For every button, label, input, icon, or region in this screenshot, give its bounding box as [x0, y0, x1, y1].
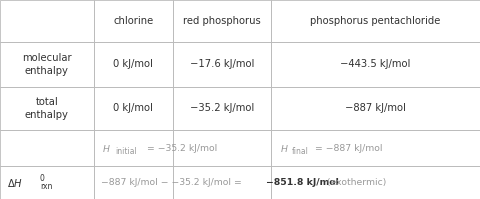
- Bar: [271, 87, 480, 130]
- Text: −887 kJ/mol − −35.2 kJ/mol =: −887 kJ/mol − −35.2 kJ/mol =: [101, 178, 244, 187]
- Text: total
enthalpy: total enthalpy: [25, 97, 69, 120]
- Text: molecular
enthalpy: molecular enthalpy: [22, 53, 72, 76]
- Bar: [271, 166, 480, 199]
- Bar: [173, 0, 271, 42]
- Text: = −887 kJ/mol: = −887 kJ/mol: [312, 144, 383, 153]
- Text: initial: initial: [116, 147, 137, 156]
- Text: 0 kJ/mol: 0 kJ/mol: [113, 59, 153, 69]
- Text: = −35.2 kJ/mol: = −35.2 kJ/mol: [144, 144, 217, 153]
- Text: phosphorus pentachloride: phosphorus pentachloride: [311, 16, 441, 26]
- Bar: [94, 87, 173, 130]
- Text: −443.5 kJ/mol: −443.5 kJ/mol: [340, 59, 411, 69]
- Text: $\mathit{H}$: $\mathit{H}$: [280, 143, 288, 154]
- Text: 0 kJ/mol: 0 kJ/mol: [113, 103, 153, 113]
- Bar: [0, 130, 94, 166]
- Bar: [271, 42, 480, 87]
- Bar: [271, 130, 480, 166]
- Text: red phosphorus: red phosphorus: [183, 16, 261, 26]
- Bar: [0, 87, 94, 130]
- Bar: [173, 87, 271, 130]
- Bar: [271, 0, 480, 42]
- Bar: [94, 166, 173, 199]
- Bar: [173, 130, 271, 166]
- Text: −17.6 kJ/mol: −17.6 kJ/mol: [190, 59, 254, 69]
- Bar: [94, 42, 173, 87]
- Text: 0: 0: [40, 174, 45, 183]
- Bar: [94, 0, 173, 42]
- Bar: [0, 42, 94, 87]
- Text: (exothermic): (exothermic): [324, 178, 386, 187]
- Text: −887 kJ/mol: −887 kJ/mol: [345, 103, 406, 113]
- Text: final: final: [292, 147, 309, 156]
- Bar: [0, 166, 94, 199]
- Text: chlorine: chlorine: [113, 16, 153, 26]
- Bar: [173, 166, 271, 199]
- Text: $\mathit{H}$: $\mathit{H}$: [102, 143, 111, 154]
- Text: −35.2 kJ/mol: −35.2 kJ/mol: [190, 103, 254, 113]
- Text: −851.8 kJ/mol: −851.8 kJ/mol: [266, 178, 339, 187]
- Bar: [0, 0, 94, 42]
- Bar: [173, 42, 271, 87]
- Bar: [94, 130, 173, 166]
- Text: rxn: rxn: [40, 182, 52, 191]
- Text: $\Delta\mathit{H}$: $\Delta\mathit{H}$: [7, 177, 24, 189]
